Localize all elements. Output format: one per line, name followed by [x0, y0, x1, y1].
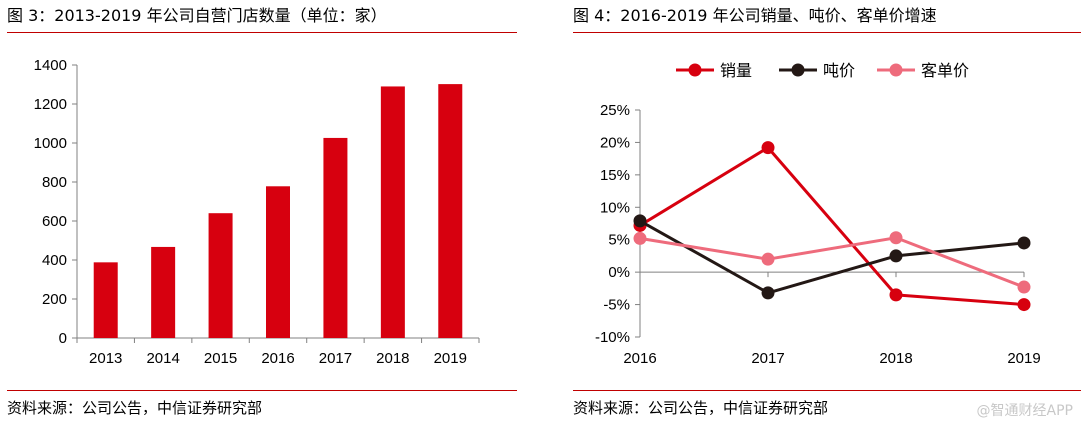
- series-point-客单价: [633, 231, 647, 245]
- line-y-tick-label: 20%: [600, 134, 630, 151]
- series-point-销量: [889, 288, 903, 302]
- line-y-tick-label: 15%: [600, 167, 630, 184]
- bar-2015: [208, 213, 233, 338]
- bar-x-tick-label: 2016: [261, 350, 294, 367]
- figure-4-bottom-rule: [573, 390, 1081, 391]
- series-line-销量: [639, 146, 1025, 307]
- line-x-tick-label: 2016: [623, 350, 656, 367]
- bar-x-tick-label: 2014: [146, 350, 179, 367]
- bar-y-tick-label: 400: [42, 252, 67, 269]
- bar-x-tick-label: 2018: [376, 350, 409, 367]
- figure-3-source: 资料来源：公司公告，中信证券研究部: [7, 399, 263, 417]
- line-y-tick-label: 0%: [608, 264, 630, 281]
- bar-2016: [266, 186, 290, 338]
- figure-3-top-rule: [7, 32, 517, 33]
- line-x-tick-label: 2017: [751, 350, 784, 367]
- bar-y-tick-label: 600: [42, 213, 67, 230]
- series-point-销量: [761, 141, 775, 155]
- legend-label-吨价: 吨价: [823, 61, 855, 80]
- bar-y-tick-label: 1000: [34, 135, 67, 152]
- bar-y-tick-label: 1400: [34, 57, 67, 74]
- line-y-tick-label: -5%: [603, 297, 630, 314]
- legend-label-销量: 销量: [720, 61, 752, 80]
- bar-2014: [151, 246, 176, 338]
- legend-marker-客单价: [889, 63, 903, 77]
- bar-x-tick-label: 2015: [204, 350, 237, 367]
- series-point-吨价: [1017, 236, 1031, 250]
- figure-3-bottom-rule: [7, 390, 517, 391]
- bar-y-tick-label: 800: [42, 174, 67, 191]
- bar-2018: [380, 86, 405, 338]
- figure-4-title: 图 4：2016-2019 年公司销量、吨价、客单价增速: [573, 6, 937, 25]
- figure-3-panel: 图 3：2013-2019 年公司自营门店数量（单位：家） 0 200 400 600…: [0, 0, 517, 433]
- bar-x-tick-label: 2017: [319, 350, 352, 367]
- bar-2013: [93, 262, 118, 338]
- legend-marker-吨价: [791, 63, 805, 77]
- bar-chart: 0 200 400 600 800 1000 1200 1400 2013 2014 2015 201…: [34, 57, 480, 367]
- series-point-吨价: [761, 286, 775, 300]
- line-y-tick-label: 25%: [600, 102, 630, 119]
- series-point-客单价: [889, 231, 903, 245]
- line-y-tick-label: 5%: [608, 232, 630, 249]
- line-chart: -10% -5% 0% 5% 10% 15% 20% 25% 2016 2017 2018 2019 销…: [595, 61, 1041, 367]
- bar-x-tick-label: 2013: [89, 350, 122, 367]
- series-point-客单价: [761, 252, 775, 266]
- series-point-客单价: [1017, 280, 1031, 294]
- series-line-吨价: [639, 219, 1025, 295]
- figure-4-source: 资料来源：公司公告，中信证券研究部: [573, 399, 829, 417]
- series-line-客单价: [639, 236, 1025, 289]
- figure-4-top-rule: [573, 32, 1081, 33]
- legend-label-客单价: 客单价: [921, 61, 969, 80]
- bar-x-tick-label: 2019: [434, 350, 467, 367]
- bar-y-tick-label: 1200: [34, 96, 67, 113]
- series-point-吨价: [889, 249, 903, 263]
- series-point-销量: [1017, 298, 1031, 312]
- line-y-tick-label: 10%: [600, 199, 630, 216]
- series-point-吨价: [633, 214, 647, 228]
- line-x-tick-label: 2019: [1007, 350, 1040, 367]
- watermark: @智通财经APP: [976, 403, 1073, 419]
- line-y-tick-label: -10%: [595, 329, 630, 346]
- legend-marker-销量: [688, 63, 702, 77]
- bar-2019: [438, 84, 463, 338]
- bar-y-tick-label: 200: [42, 291, 67, 308]
- figure-3-title: 图 3：2013-2019 年公司自营门店数量（单位：家）: [7, 6, 387, 25]
- bar-y-tick-label: 0: [59, 330, 67, 347]
- line-x-tick-label: 2018: [879, 350, 912, 367]
- bar-2017: [323, 137, 348, 338]
- figure-4-panel: 图 4：2016-2019 年公司销量、吨价、客单价增速 -10% -5% 0% 5%…: [566, 0, 1081, 433]
